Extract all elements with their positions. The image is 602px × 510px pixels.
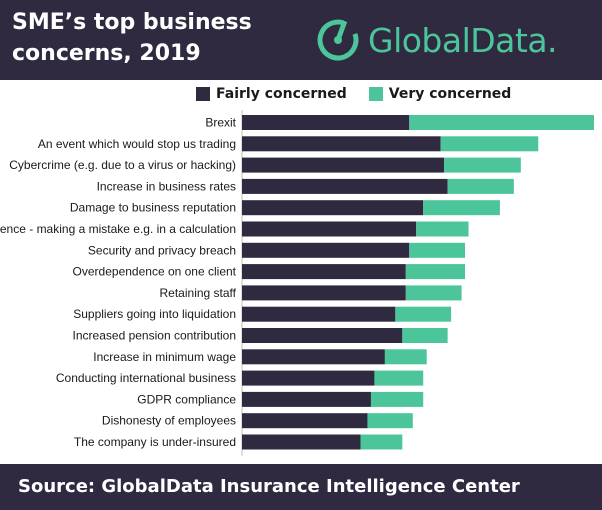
chart-title: SME’s top business concerns, 2019 (12, 10, 252, 66)
source-text: Source: GlobalData Insurance Intelligenc… (18, 476, 520, 497)
bar-very-concerned (395, 306, 452, 322)
category-label: Overdependence on one client (73, 265, 237, 279)
category-label: Damage to business reputation (70, 201, 236, 215)
bar-fairly-concerned (242, 285, 406, 301)
legend-swatch-very (368, 87, 383, 101)
category-label: Security and privacy breach (88, 243, 236, 257)
category-label: The company is under-insured (74, 435, 236, 449)
bar-fairly-concerned (242, 328, 403, 343)
bar-fairly-concerned (242, 242, 410, 258)
bar-very-concerned (416, 221, 469, 237)
bar-very-concerned (370, 391, 424, 407)
bar-very-concerned (405, 264, 466, 280)
bar-fairly-concerned (242, 349, 385, 365)
bar-fairly-concerned (242, 157, 445, 173)
bar-fairly-concerned (242, 136, 441, 152)
bar-very-concerned (374, 370, 424, 386)
bar-fairly-concerned (242, 306, 396, 322)
header-banner: SME’s top business concerns, 2019 Global… (0, 0, 602, 80)
bar-very-concerned (440, 136, 539, 152)
globaldata-logo-icon (317, 19, 359, 61)
footer-banner: Source: GlobalData Insurance Intelligenc… (0, 464, 602, 510)
category-label: Dishonesty of employees (102, 414, 236, 428)
category-label: Suppliers going into liquidation (73, 307, 236, 321)
bar-fairly-concerned (242, 200, 424, 216)
category-label: Brexit (205, 116, 236, 130)
category-label: Conducting international business (56, 371, 236, 385)
legend-item-very: Very concerned (368, 86, 512, 102)
bar-very-concerned (423, 200, 500, 216)
bar-very-concerned (409, 242, 466, 258)
bar-very-concerned (384, 349, 427, 365)
brand-name: GlobalData. (368, 20, 558, 60)
legend-label-very: Very concerned (388, 86, 512, 102)
bar-fairly-concerned (242, 391, 371, 407)
bar-fairly-concerned (242, 264, 406, 280)
category-label: Negligence - making a mistake e.g. in a … (0, 222, 236, 236)
bar-very-concerned (405, 285, 462, 301)
bar-very-concerned (444, 157, 521, 173)
bar-fairly-concerned (242, 413, 368, 429)
bar-very-concerned (402, 328, 448, 343)
bar-very-concerned (367, 413, 413, 429)
bar-fairly-concerned (242, 115, 410, 130)
legend-item-fairly: Fairly concerned (196, 86, 347, 102)
category-label: Cybercrime (e.g. due to a virus or hacki… (9, 158, 236, 172)
bar-fairly-concerned (242, 178, 448, 194)
legend: Fairly concerned Very concerned (196, 86, 533, 102)
brand: GlobalData. (314, 12, 558, 68)
bar-fairly-concerned (242, 370, 375, 386)
category-label: Increase in minimum wage (93, 350, 236, 364)
category-label: Increase in business rates (97, 179, 236, 193)
category-label: An event which would stop us trading (38, 137, 236, 151)
bar-very-concerned (409, 115, 594, 130)
bar-fairly-concerned (242, 434, 361, 450)
bar-very-concerned (360, 434, 403, 450)
category-label: Increased pension contribution (73, 329, 236, 343)
bar-chart: Brexit An event which would stop us tradi… (0, 110, 594, 456)
bar-fairly-concerned (242, 221, 417, 237)
category-label: GDPR compliance (137, 392, 236, 406)
legend-label-fairly: Fairly concerned (216, 86, 347, 102)
category-label: Retaining staff (160, 286, 237, 300)
legend-swatch-fairly (196, 87, 210, 101)
bar-very-concerned (447, 178, 514, 194)
